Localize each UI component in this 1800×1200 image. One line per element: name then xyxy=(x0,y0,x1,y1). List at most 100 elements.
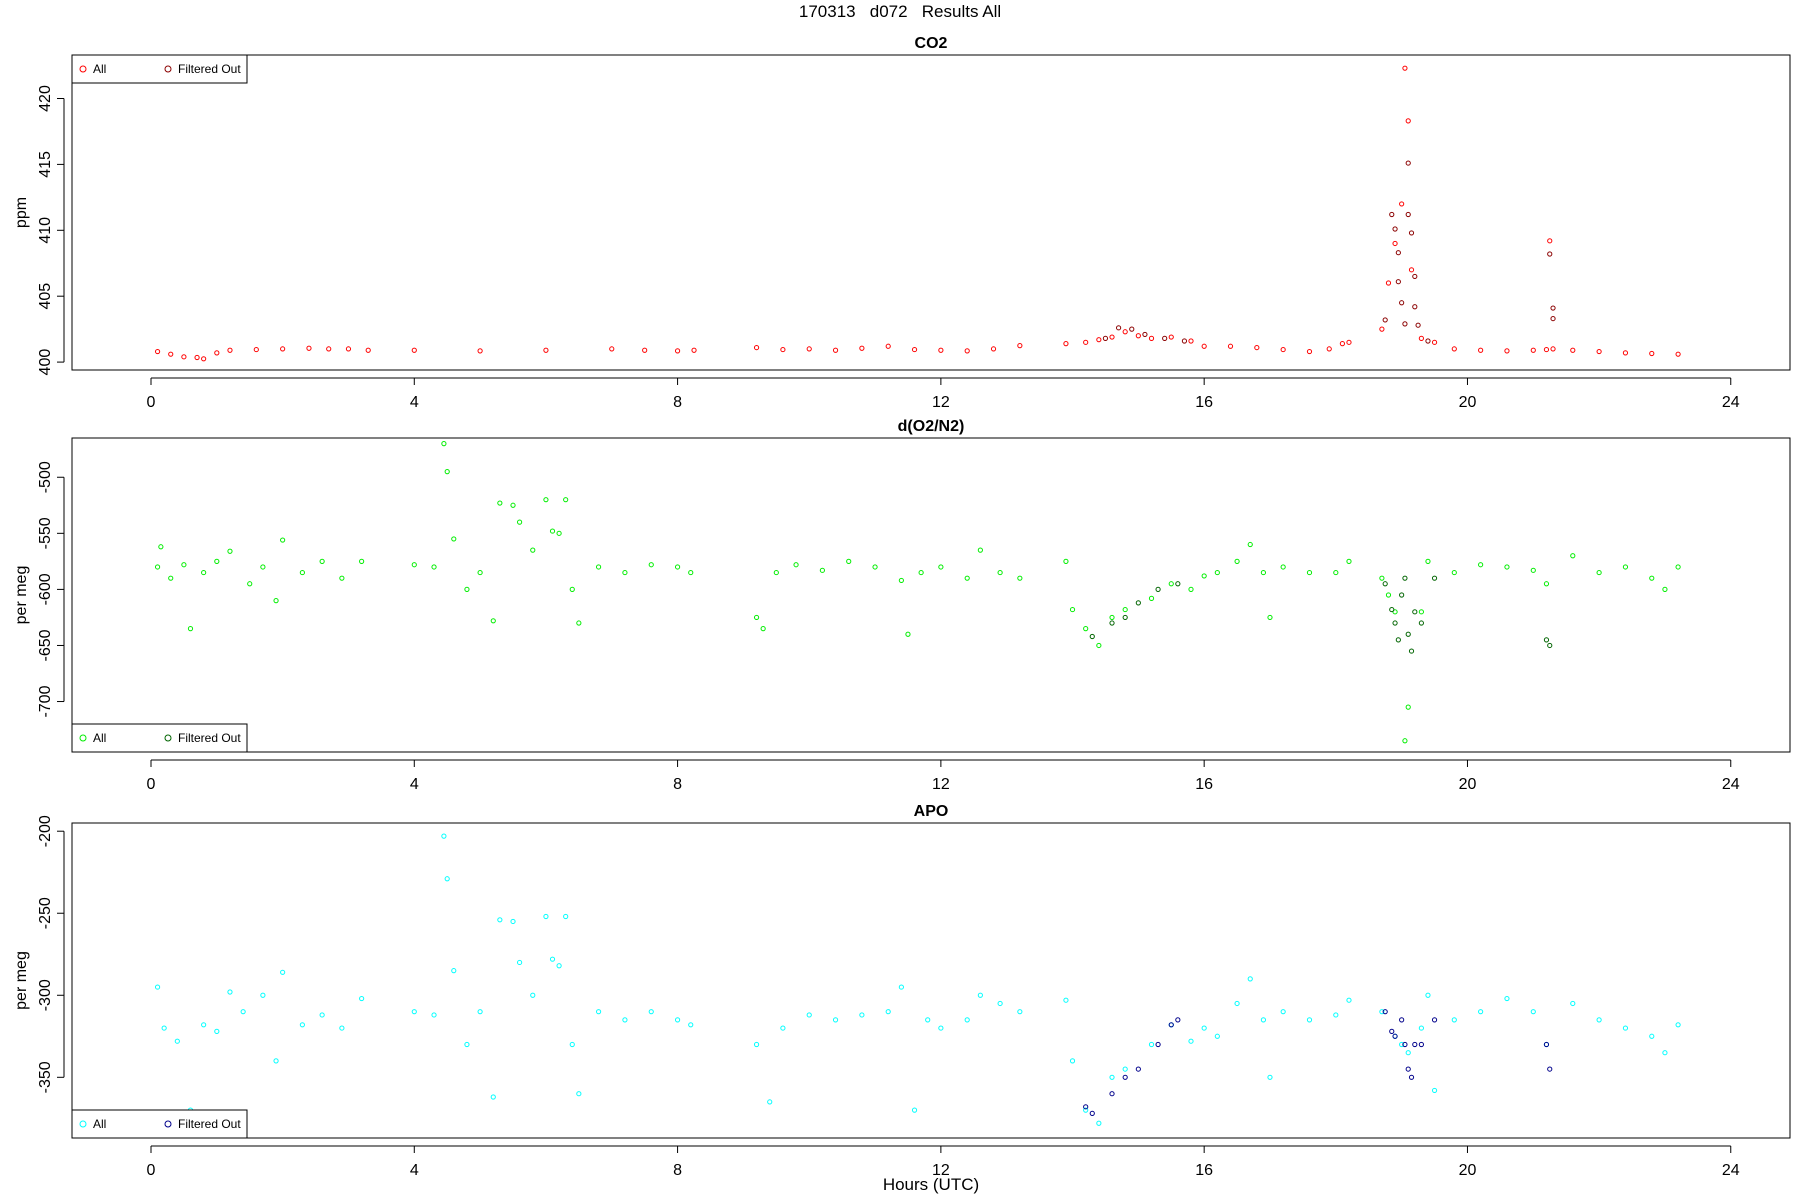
x-tick-label: 0 xyxy=(147,1162,156,1179)
data-point xyxy=(1547,238,1553,244)
y-tick-label: -300 xyxy=(37,979,54,1011)
data-point xyxy=(1083,626,1089,632)
data-point xyxy=(260,992,266,998)
data-point xyxy=(1399,1017,1405,1023)
data-point xyxy=(451,536,457,542)
data-point xyxy=(1135,1066,1141,1072)
legend-label: All xyxy=(93,62,106,76)
x-tick-label: 12 xyxy=(932,394,950,411)
legend-marker xyxy=(164,65,172,73)
data-point xyxy=(1395,250,1401,256)
data-point xyxy=(1188,338,1194,344)
data-point xyxy=(1267,1074,1273,1080)
data-point xyxy=(1402,738,1408,744)
data-point xyxy=(1382,581,1388,587)
data-point xyxy=(1412,304,1418,310)
data-point xyxy=(1109,1074,1115,1080)
data-point xyxy=(1201,1025,1207,1031)
data-point xyxy=(1109,1091,1115,1097)
data-point xyxy=(1402,321,1408,327)
legend-box xyxy=(71,723,248,753)
data-point xyxy=(595,1009,602,1015)
data-point xyxy=(1017,575,1023,581)
data-point xyxy=(1408,648,1415,654)
y-tick-label: -350 xyxy=(37,1061,54,1093)
data-point xyxy=(543,913,549,920)
data-point xyxy=(1547,642,1553,649)
data-point xyxy=(543,347,549,353)
data-point xyxy=(273,598,279,604)
data-point xyxy=(1543,581,1550,587)
data-point xyxy=(1649,1033,1655,1039)
data-point xyxy=(1148,335,1155,341)
data-point xyxy=(1395,279,1401,285)
data-point xyxy=(1333,569,1339,576)
data-point xyxy=(1405,118,1411,124)
data-point xyxy=(280,537,286,543)
data-point xyxy=(497,500,503,506)
data-point xyxy=(1148,595,1155,601)
data-point xyxy=(441,441,447,447)
data-point xyxy=(1122,1074,1128,1080)
data-point xyxy=(1547,251,1553,257)
data-point xyxy=(1550,315,1556,322)
data-point xyxy=(622,1017,628,1023)
data-point xyxy=(1418,335,1424,341)
plot-frame xyxy=(71,54,1791,371)
data-point xyxy=(201,569,207,576)
data-point xyxy=(1122,614,1128,621)
x-tick-label: 20 xyxy=(1459,776,1477,793)
data-point xyxy=(977,992,983,998)
data-point xyxy=(464,586,470,592)
data-point xyxy=(1392,620,1398,626)
data-point xyxy=(326,346,332,352)
data-point xyxy=(1280,1009,1286,1015)
data-point xyxy=(214,1028,220,1034)
data-point xyxy=(648,562,654,568)
data-point xyxy=(497,917,503,923)
data-point xyxy=(1382,317,1388,323)
data-point xyxy=(1280,346,1286,353)
y-tick-label: -250 xyxy=(37,897,54,929)
data-point xyxy=(918,569,924,576)
y-tick-label: 420 xyxy=(37,85,54,112)
data-point xyxy=(1247,541,1253,548)
legend-box xyxy=(71,54,248,84)
data-point xyxy=(477,348,483,354)
y-tick-label: -650 xyxy=(37,629,54,661)
data-point xyxy=(158,544,164,550)
y-tick-label: 415 xyxy=(37,151,54,178)
data-point xyxy=(1392,240,1398,247)
data-point xyxy=(1122,329,1128,335)
data-point xyxy=(1267,614,1273,621)
data-point xyxy=(1069,606,1076,613)
data-point xyxy=(1405,704,1411,710)
legend-label: All xyxy=(93,731,106,745)
data-point xyxy=(1162,335,1168,341)
data-point xyxy=(359,995,365,1002)
data-point xyxy=(1662,586,1668,592)
data-point xyxy=(1122,1066,1128,1072)
data-point xyxy=(1306,569,1313,576)
data-point xyxy=(1478,347,1484,353)
data-point xyxy=(1412,1041,1418,1048)
data-point xyxy=(214,558,220,564)
data-point xyxy=(780,1025,786,1031)
data-point xyxy=(1083,1107,1089,1113)
data-point xyxy=(1431,575,1438,581)
data-point xyxy=(1201,343,1207,349)
data-point xyxy=(576,620,582,626)
data-point xyxy=(280,969,286,975)
data-point xyxy=(530,547,536,553)
data-point xyxy=(161,1025,167,1031)
data-point xyxy=(1389,606,1395,613)
data-point xyxy=(1622,1025,1629,1031)
data-point xyxy=(1063,341,1069,347)
data-point xyxy=(451,968,457,974)
data-point xyxy=(576,1091,582,1097)
data-point xyxy=(464,1041,470,1048)
data-point xyxy=(1405,160,1411,166)
data-point xyxy=(1596,348,1602,355)
data-point xyxy=(1662,1050,1668,1056)
data-point xyxy=(1069,1058,1076,1064)
